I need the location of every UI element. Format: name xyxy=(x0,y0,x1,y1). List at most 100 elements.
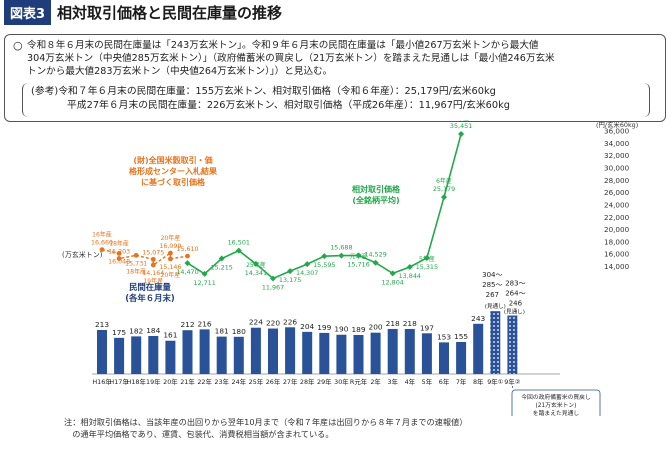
callout-text: 今回の政府備蓄米の買戻し(21万玄米トン)を踏まえた見通し xyxy=(521,393,591,416)
auction-year-label: 20年産 xyxy=(161,234,181,242)
auction-price-point xyxy=(150,256,156,262)
relative-year-label: 5年産 xyxy=(419,255,435,263)
relative-price-label: 11,967 xyxy=(262,284,284,292)
auction-price-label: 16,048 xyxy=(108,258,130,265)
bar-2年 xyxy=(370,332,381,374)
projection-1-sublabel: (見通し) xyxy=(485,302,506,310)
figure-title: 相対取引価格と民間在庫量の推移 xyxy=(57,3,283,22)
bar-H16年 xyxy=(97,329,107,374)
bar-6年 xyxy=(439,342,449,374)
right-axis-unit: (円/玄米60kg) xyxy=(596,120,638,129)
bar-value-label: 182 xyxy=(129,326,143,335)
bar-value-label: 204 xyxy=(300,322,314,331)
projection-2-sublabel: (見通し) xyxy=(504,308,525,316)
bar-27年 xyxy=(285,327,296,374)
bar-value-label: 226 xyxy=(283,317,297,326)
relative-price-label: 15,595 xyxy=(313,261,335,269)
relative-price-label: 15,688 xyxy=(330,244,352,252)
relative-price-label: 15,215 xyxy=(211,264,233,272)
summary-box: ○ 令和８年６月末の民間在庫量は「243万玄米トン」。令和９年６月末の民間在庫量… xyxy=(4,34,666,122)
right-axis-tick: 32,000 xyxy=(604,151,630,160)
relative-price-point xyxy=(458,130,465,137)
x-tick-label: 25年 xyxy=(249,377,264,386)
relative-price-label: 14,307 xyxy=(296,269,318,277)
bar-value-label: 180 xyxy=(232,327,246,336)
relative-price-label: 25,179 xyxy=(433,185,455,193)
auction-price-label: 15,146 xyxy=(159,264,181,271)
relative-price-point xyxy=(321,253,328,260)
projection-1-label: 304〜 285〜 267 xyxy=(482,271,502,299)
right-axis-tick: 14,000 xyxy=(604,262,630,271)
right-axis-tick: 36,000 xyxy=(604,127,630,136)
relative-price-point xyxy=(441,194,447,201)
bar-25年 xyxy=(250,327,261,374)
relative-price-label: 12,711 xyxy=(193,279,215,287)
auction-price-label: 15,610 xyxy=(176,246,198,253)
relative-year-label: 7年産 xyxy=(453,120,469,122)
auction-year-label: 18年産 xyxy=(109,240,129,248)
bar-24年 xyxy=(233,336,244,374)
bar-30年 xyxy=(336,334,347,374)
auction-price-label: 14,164 xyxy=(142,270,164,277)
auction-series-label: (財)全国米穀取引・価格形成センター入札結果に基づく取引価格 xyxy=(129,155,217,187)
relative-price-point xyxy=(304,261,311,268)
bar-8年 xyxy=(473,323,484,374)
x-tick-label: 19年 xyxy=(146,377,161,386)
auction-price-point xyxy=(168,256,173,262)
bar-23年 xyxy=(216,336,227,374)
relative-price-label: 16,501 xyxy=(228,239,250,247)
auction-price-label: 16,660 xyxy=(91,240,113,247)
footnote: 注：相対取引価格は、当該年産の出回りから翌年10月まで（令和７年産は出回りから８… xyxy=(64,417,468,439)
bar-value-label: 155 xyxy=(454,332,468,341)
bar-value-label: 189 xyxy=(351,325,365,334)
relative-price-label: 35,451 xyxy=(450,122,472,130)
auction-price-point xyxy=(150,262,156,268)
bar-4年 xyxy=(404,328,415,374)
bar-value-label: 224 xyxy=(249,318,263,327)
bar-value-label: 200 xyxy=(369,323,383,332)
relative-price-point xyxy=(184,260,191,267)
auction-price-point xyxy=(185,253,190,259)
auction-price-point xyxy=(133,252,139,258)
x-tick-label: 21年 xyxy=(180,377,195,386)
right-axis-tick: 18,000 xyxy=(604,237,630,246)
bar-value-label: 216 xyxy=(198,319,212,328)
relative-price-label: 14,470 xyxy=(176,268,198,276)
projection-bar-2 xyxy=(507,315,518,374)
relative-price-point xyxy=(372,259,379,266)
bar-value-label: 213 xyxy=(95,320,109,329)
bar-value-label: 184 xyxy=(146,326,160,335)
bar-26年 xyxy=(268,328,278,374)
bar-value-label: 190 xyxy=(334,325,348,334)
x-tick-label: 22年 xyxy=(197,377,212,386)
relative-series-label: 相対取引価格(全銘柄平均) xyxy=(352,184,401,205)
bar-H17年 xyxy=(114,337,125,374)
callout-box xyxy=(511,389,601,416)
right-axis-tick: 16,000 xyxy=(604,250,630,259)
bar-value-label: 161 xyxy=(163,331,177,340)
bar-5年 xyxy=(421,333,432,374)
relative-price-label: 12,804 xyxy=(382,278,404,286)
left-axis-unit: (万玄米トン) xyxy=(62,250,103,259)
bar-value-label: 218 xyxy=(403,319,417,328)
relative-price-point xyxy=(355,252,362,259)
bar-value-label: 181 xyxy=(215,327,229,336)
x-tick-label: H17年 xyxy=(109,377,129,386)
x-tick-label: 6年 xyxy=(439,377,450,386)
x-tick-label: 30年 xyxy=(334,377,349,386)
x-tick-label: H16年 xyxy=(92,377,112,386)
bar-value-label: 197 xyxy=(420,323,434,332)
relative-price-point xyxy=(252,260,259,267)
right-axis-tick: 20,000 xyxy=(604,225,630,234)
chart: 14,000 16,000 18,000 20,000 22,000 24,000 26,0… xyxy=(62,120,638,416)
x-tick-label: 9年② xyxy=(504,377,520,386)
x-tick-label: 29年 xyxy=(317,377,332,386)
x-tick-label: 3年 xyxy=(387,377,398,386)
auction-price-label: 16,099 xyxy=(159,243,181,250)
projection-bar-1 xyxy=(490,311,501,374)
auction-price-point xyxy=(99,247,105,253)
x-tick-label: 8年 xyxy=(473,377,484,386)
relative-price-label: 15,315 xyxy=(416,263,438,271)
bar-28年 xyxy=(302,331,313,374)
right-axis-tick: 28,000 xyxy=(604,176,630,185)
